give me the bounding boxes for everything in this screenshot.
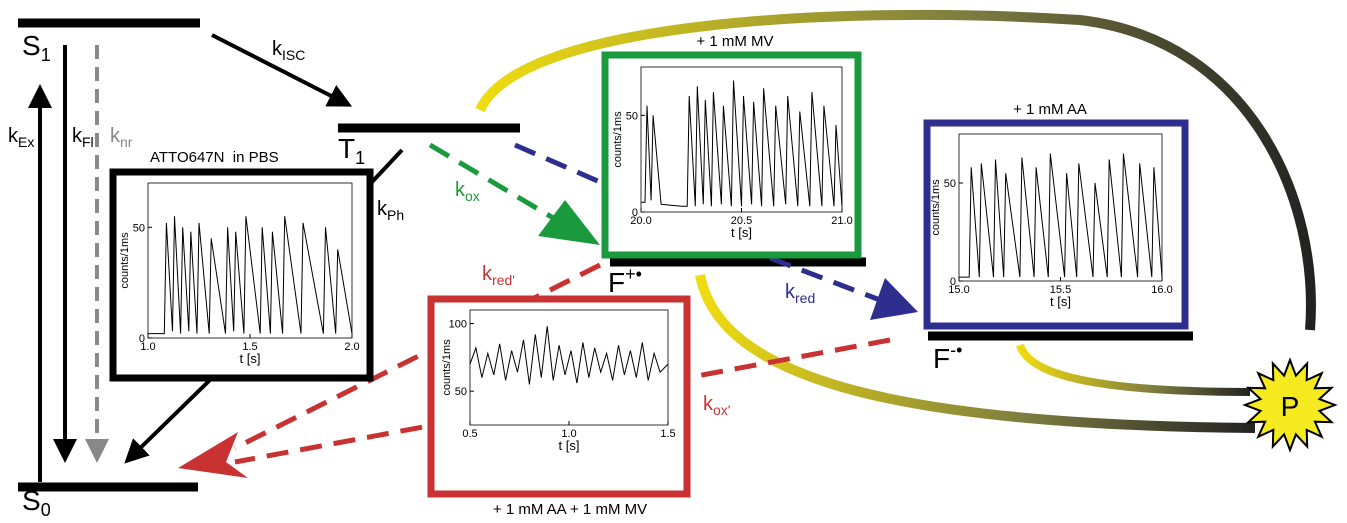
level-label: S0	[22, 485, 51, 520]
x-tick-label: 16.0	[1151, 284, 1172, 296]
rate-label: kox'	[703, 393, 730, 418]
y-tick-label: 100	[449, 319, 467, 331]
rate-label: kFl	[72, 125, 94, 150]
arrow-blue	[514, 142, 601, 185]
photoproduct	[1242, 357, 1338, 453]
p-label: P	[1281, 391, 1300, 422]
rate-label: kred'	[482, 263, 515, 288]
rate-label: kISC	[272, 38, 305, 63]
x-axis-label: t [s]	[731, 225, 752, 240]
inset-frame	[427, 295, 691, 498]
y-axis-label: counts/1ms	[930, 179, 942, 236]
bleach-curve	[1016, 343, 1251, 396]
rate-label: kPh	[377, 198, 404, 223]
x-tick-label: 20.5	[731, 215, 752, 227]
inset-title: + 1 mM AA	[1013, 101, 1087, 118]
x-tick-label: 1.5	[660, 428, 675, 440]
level-label: F+•	[608, 264, 642, 298]
arrow-phosphorescence	[124, 378, 212, 464]
inset-title: ATTO647N in PBS	[150, 149, 279, 166]
level-label: F-•	[933, 340, 962, 374]
trace	[641, 80, 843, 207]
level-label: T1	[338, 133, 365, 168]
inset-frame	[109, 168, 374, 382]
y-axis-label: counts/1ms	[119, 232, 131, 289]
arrow-red	[234, 337, 891, 465]
bleach-curve	[475, 9, 1316, 331]
x-tick-label: 2.0	[344, 341, 359, 353]
arrow-isc	[211, 33, 353, 107]
level-label: S1	[22, 30, 51, 65]
x-axis-label: t [s]	[240, 351, 261, 366]
trace	[469, 326, 669, 385]
x-axis-label: t [s]	[559, 438, 580, 453]
y-axis-label: counts/1ms	[441, 339, 453, 396]
rate-label: kred	[785, 281, 815, 306]
x-tick-label: 0.5	[462, 428, 477, 440]
arrowhead	[538, 200, 600, 245]
bleach-curve	[695, 274, 1256, 433]
y-tick-label: 0	[632, 207, 638, 219]
x-tick-label: 15.0	[948, 284, 969, 296]
y-axis-label: counts/1ms	[612, 111, 624, 168]
arrow-phosphorescence	[370, 148, 404, 184]
arrowhead	[178, 432, 248, 478]
rate-label: kEx	[8, 125, 34, 150]
trace	[148, 216, 353, 335]
inset-title: + 1 mM AA + 1 mM MV	[493, 501, 647, 518]
x-tick-label: 20.0	[630, 215, 651, 227]
arrowhead	[870, 278, 918, 320]
y-tick-label: 0	[139, 333, 145, 345]
y-tick-label: 50	[455, 386, 467, 398]
inset-title: + 1 mM MV	[696, 33, 773, 50]
arrow-oxidation	[428, 142, 562, 225]
x-tick-label: 21.0	[831, 215, 852, 227]
inset-frame	[601, 51, 862, 259]
x-axis-label: t [s]	[1050, 294, 1071, 309]
x-tick-label: 1.5	[242, 341, 257, 353]
arrow-reduction	[769, 255, 881, 303]
y-tick-label: 50	[944, 178, 956, 190]
x-tick-label: 1.0	[561, 428, 576, 440]
trace	[959, 153, 1163, 278]
y-tick-label: 0	[950, 276, 956, 288]
y-tick-label: 50	[626, 110, 638, 122]
rate-label: knr	[110, 125, 133, 150]
y-tick-label: 50	[133, 222, 145, 234]
rate-label: kox	[455, 179, 480, 204]
x-tick-label: 1.0	[140, 341, 155, 353]
x-tick-label: 15.5	[1050, 284, 1071, 296]
